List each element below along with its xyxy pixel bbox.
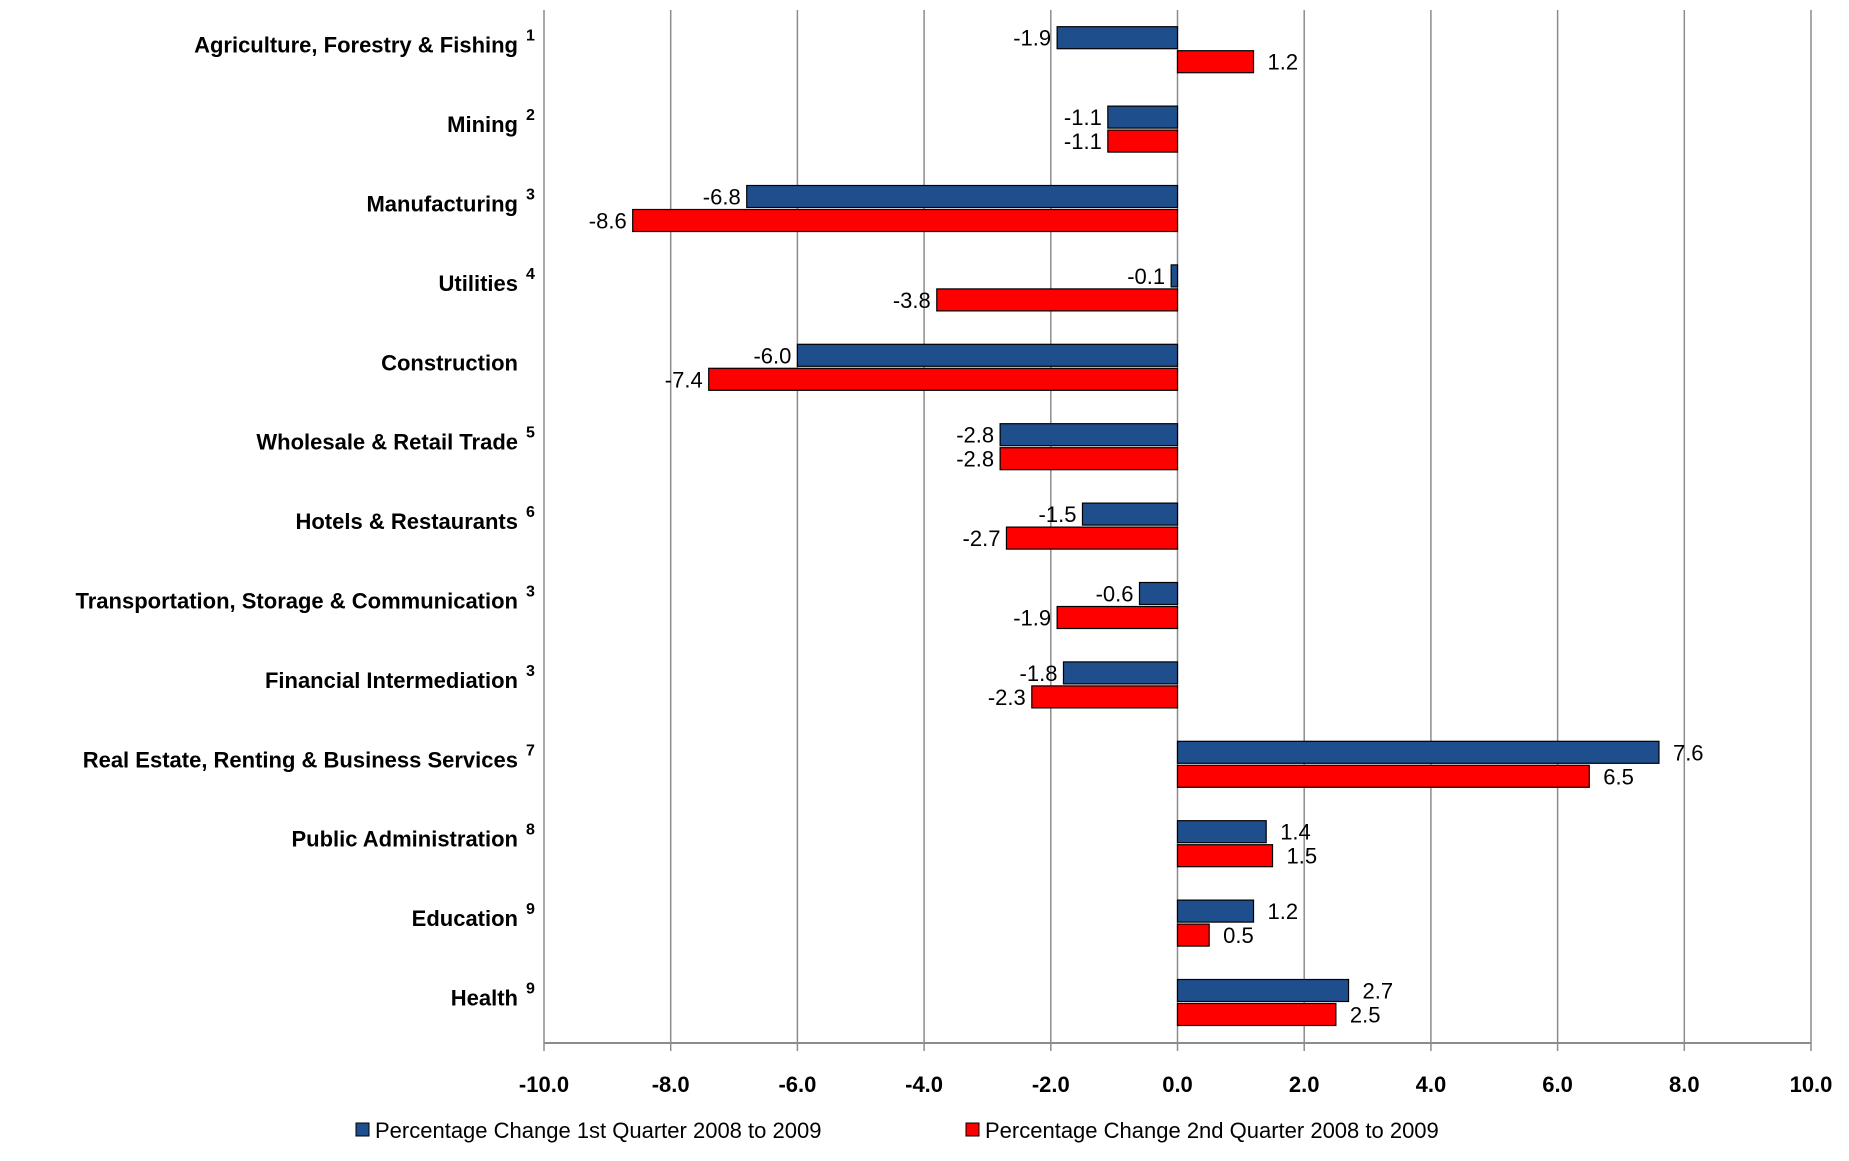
category-label: Construction: [381, 350, 518, 375]
legend-swatch: [355, 1122, 370, 1137]
data-label: -2.3: [988, 685, 1026, 710]
bar[interactable]: [796, 343, 1179, 367]
category-footnote: 5: [526, 425, 535, 442]
bar[interactable]: [708, 367, 1179, 391]
bar[interactable]: [999, 423, 1179, 447]
x-tick-label: -10.0: [519, 1072, 569, 1097]
x-tick-label: 6.0: [1542, 1072, 1573, 1097]
data-label: -0.6: [1096, 582, 1134, 607]
category-label: Agriculture, Forestry & Fishing: [194, 33, 518, 58]
x-tick-label: -6.0: [778, 1072, 816, 1097]
category-footnote: 9: [526, 901, 535, 918]
data-label: 1.2: [1268, 899, 1299, 924]
data-label: -1.5: [1039, 502, 1077, 527]
bar[interactable]: [999, 447, 1179, 471]
category-footnote: 4: [526, 266, 535, 283]
category-footnote: 3: [526, 584, 535, 601]
bar[interactable]: [1081, 502, 1179, 526]
data-label: 0.5: [1223, 923, 1254, 948]
category-footnote: 7: [526, 742, 535, 759]
x-tick-label: -2.0: [1032, 1072, 1070, 1097]
data-label: -2.8: [956, 447, 994, 472]
data-label: 1.5: [1287, 844, 1318, 869]
category-label: Mining: [447, 112, 518, 137]
data-label: 6.5: [1603, 764, 1634, 789]
data-label: -6.8: [703, 185, 741, 210]
x-tick-label: -8.0: [652, 1072, 690, 1097]
data-label: -3.8: [893, 288, 931, 313]
category-label: Manufacturing: [366, 192, 518, 217]
category-footnote: 6: [526, 504, 535, 521]
data-label: -1.1: [1064, 129, 1102, 154]
category-footnote: 9: [526, 981, 535, 998]
data-label: -0.1: [1127, 264, 1165, 289]
bar[interactable]: [1056, 26, 1179, 50]
category-footnote: 3: [526, 187, 535, 204]
data-label: 2.5: [1350, 1003, 1381, 1028]
x-tick-label: 4.0: [1416, 1072, 1447, 1097]
category-label: Financial Intermediation: [265, 668, 518, 693]
data-label: -7.4: [665, 367, 703, 392]
legend-label: Percentage Change 1st Quarter 2008 to 20…: [375, 1118, 821, 1143]
bar[interactable]: [746, 184, 1179, 209]
category-label: Wholesale & Retail Trade: [256, 430, 518, 455]
bar[interactable]: [1176, 899, 1255, 923]
category-footnote: 1: [526, 28, 535, 45]
bar[interactable]: [1176, 923, 1210, 947]
bar[interactable]: [936, 288, 1179, 312]
category-label: Utilities: [439, 271, 518, 296]
data-label: -1.1: [1064, 105, 1102, 130]
bar[interactable]: [1176, 740, 1660, 764]
x-tick-label: -4.0: [905, 1072, 943, 1097]
data-label: 1.2: [1268, 50, 1299, 75]
data-label: -2.8: [956, 423, 994, 448]
category-label: Health: [451, 986, 518, 1011]
bar[interactable]: [1062, 661, 1179, 685]
bar[interactable]: [1176, 1002, 1337, 1027]
bar[interactable]: [1056, 605, 1179, 630]
bar[interactable]: [1176, 978, 1350, 1003]
data-label: -1.9: [1013, 26, 1051, 51]
bar[interactable]: [1176, 50, 1255, 74]
bar[interactable]: [1176, 764, 1590, 788]
category-label: Public Administration: [291, 827, 518, 852]
category-footnote: 2: [526, 107, 535, 124]
legend-swatch: [965, 1122, 980, 1137]
bar[interactable]: [1031, 685, 1179, 709]
data-label: -1.9: [1013, 606, 1051, 631]
legend-label: Percentage Change 2nd Quarter 2008 to 20…: [985, 1118, 1439, 1143]
data-label: 1.4: [1280, 820, 1311, 845]
x-tick-label: 2.0: [1289, 1072, 1320, 1097]
data-label: 7.6: [1673, 740, 1704, 765]
category-label: Hotels & Restaurants: [295, 509, 518, 534]
bar[interactable]: [632, 208, 1179, 233]
bar[interactable]: [1176, 820, 1267, 844]
category-footnote: 3: [526, 663, 535, 680]
category-footnote: 8: [526, 822, 535, 839]
category-label: Transportation, Storage & Communication: [76, 589, 518, 614]
category-label: Education: [412, 906, 518, 931]
x-tick-label: 10.0: [1790, 1072, 1833, 1097]
data-label: -1.8: [1020, 661, 1058, 686]
x-tick-label: 0.0: [1162, 1072, 1193, 1097]
bar[interactable]: [1107, 129, 1179, 153]
data-label: -8.6: [589, 209, 627, 234]
data-label: -2.7: [963, 526, 1001, 551]
bar[interactable]: [1138, 581, 1179, 606]
bar[interactable]: [1107, 105, 1179, 129]
x-tick-label: 8.0: [1669, 1072, 1700, 1097]
data-label: -6.0: [753, 343, 791, 368]
bar[interactable]: [1176, 844, 1274, 868]
category-label: Real Estate, Renting & Business Services: [83, 747, 518, 772]
bar[interactable]: [1170, 264, 1179, 288]
data-label: 2.7: [1363, 979, 1394, 1004]
bar[interactable]: [1005, 526, 1179, 550]
